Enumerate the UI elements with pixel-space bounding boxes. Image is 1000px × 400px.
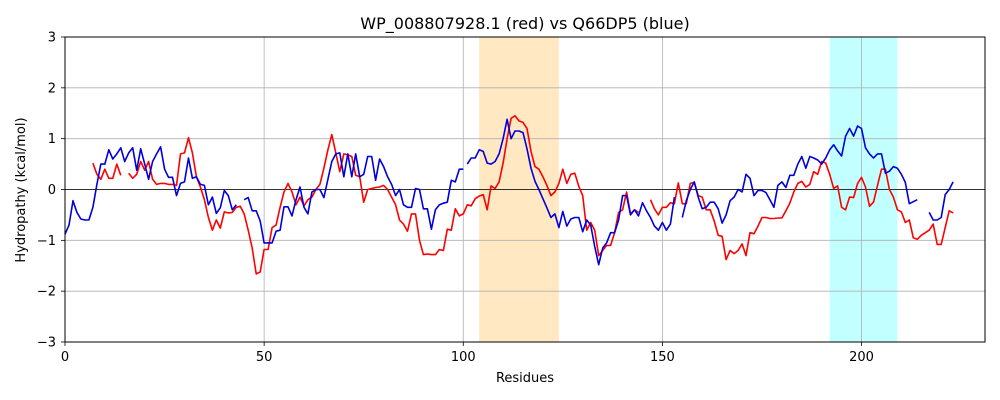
x-axis-label: Residues — [496, 371, 554, 386]
x-axis-ticks: 0 50 100 150 200 — [61, 342, 874, 365]
x-tick-label: 150 — [650, 350, 675, 365]
series-1-segment-3 — [681, 125, 918, 224]
series-1-segment-4 — [928, 181, 954, 221]
y-axis-label: Hydropathy (kcal/mol) — [14, 117, 29, 262]
y-tick-label: 0 — [48, 183, 56, 198]
y-tick-label: −3 — [37, 336, 56, 351]
y-tick-label: 1 — [48, 132, 56, 147]
chart-title: WP_008807928.1 (red) vs Q66DP5 (blue) — [360, 14, 689, 34]
series-0-segment-2 — [649, 160, 954, 261]
y-tick-label: 2 — [48, 81, 56, 96]
x-tick-label: 0 — [61, 350, 69, 365]
series-lines — [64, 115, 954, 275]
y-axis-ticks: −3 −2 −1 0 1 2 3 — [37, 31, 65, 351]
series-1-segment-1 — [243, 152, 464, 244]
y-tick-label: −2 — [37, 285, 56, 300]
series-0-segment-0 — [92, 162, 122, 181]
y-tick-label: 3 — [48, 31, 56, 46]
series-0-segment-1 — [128, 115, 639, 275]
series-1-segment-0 — [64, 146, 237, 235]
y-tick-label: −1 — [37, 234, 56, 249]
x-tick-label: 50 — [256, 350, 273, 365]
x-tick-label: 100 — [451, 350, 476, 365]
x-tick-label: 200 — [849, 350, 874, 365]
series-1-segment-2 — [466, 118, 676, 266]
